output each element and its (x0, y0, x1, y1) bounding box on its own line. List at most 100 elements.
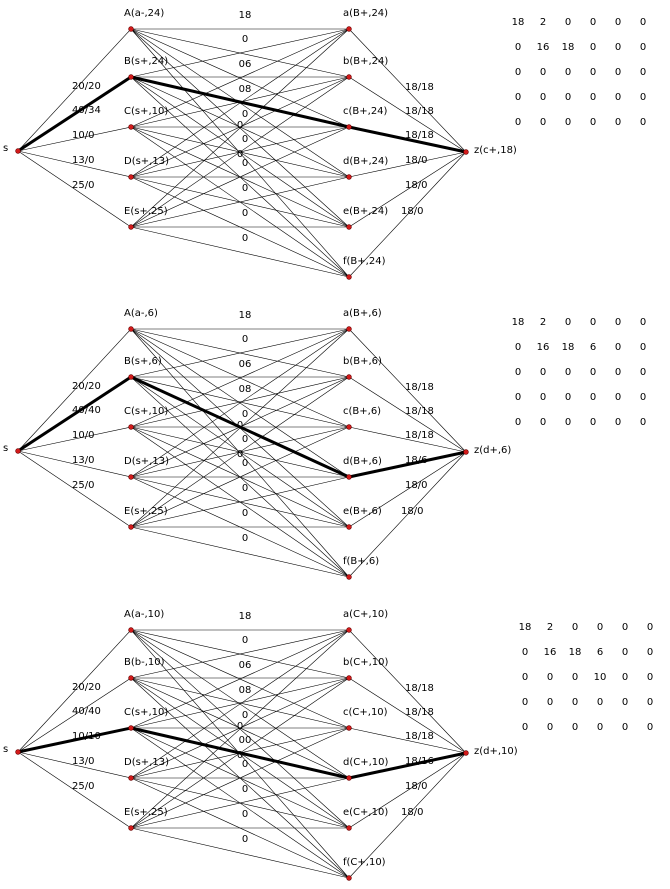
middle-edge-label: 0 (242, 34, 248, 45)
edge-c-z (348, 727, 467, 754)
matrix-cell: 0 (597, 622, 603, 633)
edge-s-B (17, 677, 132, 753)
edge-E-d (130, 476, 350, 528)
middle-edge-label: 06 (239, 359, 252, 370)
middle-edge-label: 08 (239, 685, 252, 696)
edge-E-d (130, 777, 350, 829)
matrix-cell: 0 (547, 697, 553, 708)
node-E (128, 825, 134, 831)
edge-s-D (17, 150, 132, 178)
right-node-label: d(C+,10) (343, 757, 389, 768)
middle-edge-label: 0 (242, 109, 248, 120)
edge-C-d (130, 726, 350, 780)
middle-edge-label: 0 (237, 120, 243, 131)
right-node-label: b(B+,6) (343, 356, 382, 367)
edge-s-A (17, 328, 132, 452)
sink-flow-label: 18/0 (405, 155, 427, 166)
right-node-label: b(C+,10) (343, 657, 389, 668)
matrix-cell: 0 (615, 317, 621, 328)
matrix-cell: 0 (615, 417, 621, 428)
source-flow-label: 25/0 (72, 781, 94, 792)
left-node-label: A(a-,6) (124, 308, 158, 319)
right-node-label: f(C+,10) (343, 857, 386, 868)
middle-edge-label: 0 (242, 635, 248, 646)
edge-C-a (130, 629, 350, 729)
right-node-label: c(B+,24) (343, 106, 388, 117)
edge-E-f (130, 526, 350, 578)
source-flow-label: 10/0 (72, 130, 94, 141)
network-panel-2: s z(d+,6) A(a-,6) B(s+,6) C(s+,10) D(s+,13) E(… (3, 308, 646, 580)
middle-edge-label: 0 (237, 420, 243, 431)
matrix-cell: 0 (540, 117, 546, 128)
node-B (128, 675, 134, 681)
sink-flow-label: 18/0 (405, 781, 427, 792)
right-node-label: f(B+,24) (343, 256, 386, 267)
edge-b-z (348, 76, 467, 153)
edge-E-c (130, 727, 350, 829)
node-A (128, 26, 134, 32)
source-flow-label: 25/0 (72, 180, 94, 191)
node-D (128, 474, 134, 480)
matrix-cell: 2 (540, 317, 546, 328)
middle-edge-label: 06 (239, 59, 252, 70)
edge-E-f (130, 827, 350, 879)
source-flow-label: 20/20 (72, 682, 101, 693)
edge-B-c (130, 75, 350, 129)
node-B (128, 74, 134, 80)
middle-edge-label: 00 (239, 735, 252, 746)
sink-flow-label: 18/0 (401, 206, 423, 217)
matrix-cell: 0 (572, 622, 578, 633)
matrix-cell: 0 (597, 722, 603, 733)
edge-B-a (130, 28, 350, 78)
node-s (15, 448, 21, 454)
edge-s-C (17, 426, 132, 452)
matrix-cell: 0 (572, 697, 578, 708)
matrix-cell: 2 (540, 17, 546, 28)
matrix-cell: 0 (590, 42, 596, 53)
matrix-cell: 0 (515, 392, 521, 403)
edge-B-a (130, 328, 350, 378)
source-flow-label: 10/0 (72, 430, 94, 441)
matrix-cell: 18 (512, 17, 525, 28)
matrix-cell: 0 (572, 722, 578, 733)
matrix-cell: 0 (540, 92, 546, 103)
matrix-cell: 0 (540, 67, 546, 78)
left-node-label: D(s+,13) (124, 156, 169, 167)
edge-E-c (130, 126, 350, 228)
right-node-label: a(C+,10) (343, 609, 388, 620)
matrix-cell: 0 (522, 697, 528, 708)
node-B (128, 374, 134, 380)
matrix-cell: 6 (590, 342, 596, 353)
middle-edge-label: 0 (242, 809, 248, 820)
sink-flow-label: 18/18 (405, 106, 434, 117)
matrix-cell: 0 (640, 17, 646, 28)
middle-edge-label: 18 (239, 10, 252, 21)
matrix-cell: 0 (540, 392, 546, 403)
matrix-cell: 0 (640, 67, 646, 78)
node-d (346, 174, 352, 180)
matrix-cell: 0 (622, 697, 628, 708)
matrix-cell: 0 (647, 672, 653, 683)
matrix-cell: 0 (572, 672, 578, 683)
left-node-label: C(s+,10) (124, 406, 168, 417)
matrix-cell: 0 (640, 342, 646, 353)
edge-D-b (130, 677, 350, 779)
matrix-cell: 0 (590, 392, 596, 403)
middle-edge-label: 0 (242, 409, 248, 420)
edge-A-f (130, 328, 350, 578)
matrix-cell: 16 (537, 342, 550, 353)
left-node-label: D(s+,13) (124, 456, 169, 467)
sink-flow-label: 18/6 (405, 455, 427, 466)
edge-b-z (348, 376, 467, 453)
node-D (128, 775, 134, 781)
node-f (346, 875, 352, 881)
node-a (346, 326, 352, 332)
right-node-label: a(B+,24) (343, 8, 388, 19)
matrix-cell: 0 (565, 17, 571, 28)
edge-A-f (130, 28, 350, 278)
sink-flow-label: 18/18 (405, 82, 434, 93)
middle-edge-label: 06 (239, 660, 252, 671)
source-flow-label: 13/0 (72, 455, 94, 466)
sink-flow-label: 18/0 (405, 180, 427, 191)
